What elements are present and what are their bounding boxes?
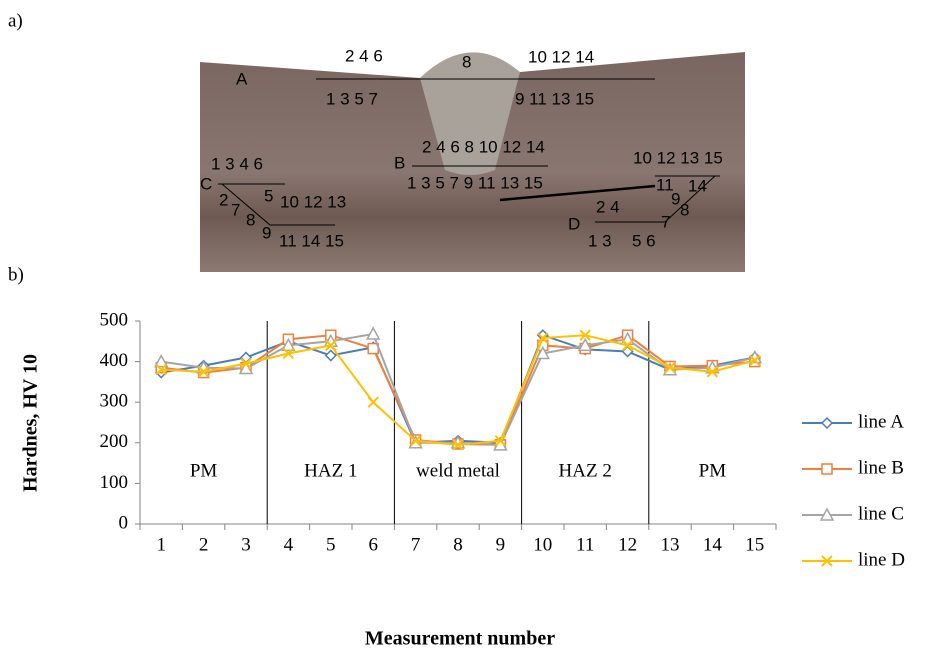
marker	[822, 464, 832, 474]
y-tick-label: 300	[100, 391, 129, 412]
marker	[368, 397, 378, 407]
photo-label: 11 14 15	[279, 231, 344, 250]
region-label: HAZ 1	[304, 460, 357, 481]
photo-label: 2 4	[596, 197, 620, 216]
photo-label: 2	[219, 190, 228, 209]
x-tick-label: 1	[156, 534, 166, 555]
panel-label: b)	[8, 264, 24, 285]
x-tick-label: 15	[745, 534, 764, 555]
x-tick-label: 12	[618, 534, 637, 555]
photo-label: 1 3	[588, 231, 612, 250]
x-tick-label: 11	[576, 534, 594, 555]
photo-label: 7	[661, 212, 670, 231]
x-tick-label: 10	[533, 534, 552, 555]
x-tick-label: 7	[411, 534, 421, 555]
photo-label: 9	[262, 223, 271, 242]
photo-label: 2 4 6 8 10 12 14	[422, 137, 545, 156]
photo-label: C	[200, 174, 212, 193]
photo-label: 7	[231, 200, 240, 219]
x-tick-label: 9	[496, 534, 506, 555]
x-tick-label: 4	[284, 534, 294, 555]
photo-label: 8	[680, 200, 689, 219]
series-line	[161, 335, 755, 445]
photo-label: 1 3 5 7 9 11 13 15	[407, 173, 543, 192]
legend-label: line D	[858, 549, 905, 570]
photo-label: D	[568, 214, 580, 233]
photo-label: 10 12 14	[528, 47, 594, 66]
photo-label: A	[236, 69, 248, 88]
y-tick-label: 0	[119, 512, 129, 533]
photo-label: 14	[688, 176, 707, 195]
photo-label: B	[394, 153, 405, 172]
x-tick-label: 14	[703, 534, 723, 555]
chart: Measurement number Hardnes, HV 10 0 100 20…	[20, 309, 905, 649]
x-tick-label: 3	[241, 534, 251, 555]
x-tick-label: 13	[661, 534, 680, 555]
photo-label: 5 6	[632, 231, 656, 250]
x-tick-label: 6	[368, 534, 378, 555]
marker	[326, 351, 336, 361]
x-tick-label: 8	[453, 534, 463, 555]
series-line	[161, 335, 755, 443]
photo-label: 9 11 13 15	[515, 89, 594, 108]
legend-label: line B	[858, 457, 904, 478]
photo-label: 2 4 6	[345, 46, 383, 65]
y-tick-label: 500	[100, 309, 129, 330]
series-line	[161, 335, 755, 445]
photo-label: 10 12 13 15	[633, 148, 723, 167]
x-tick-label: 2	[199, 534, 209, 555]
region-label: weld metal	[416, 460, 500, 481]
figure: a) b) A2 4 6810 12 141 3 5 79 11 13 15B2…	[0, 0, 947, 662]
marker	[822, 418, 832, 428]
legend-label: line C	[858, 503, 904, 524]
series-line	[161, 334, 755, 445]
panel-label: a)	[8, 10, 23, 31]
region-label: HAZ 2	[559, 460, 612, 481]
y-tick-label: 100	[100, 472, 129, 493]
axis-title-x: Measurement number	[365, 628, 555, 650]
axis-title-y: Hardnes, HV 10	[20, 354, 42, 492]
legend-label: line A	[858, 411, 904, 432]
y-tick-label: 200	[100, 431, 129, 452]
photo-label: 1 3 4 6	[211, 154, 263, 173]
photo-label: 10 12 13	[280, 192, 346, 211]
x-tick-label: 5	[326, 534, 336, 555]
y-tick-label: 400	[100, 350, 129, 371]
photo-label: 5	[264, 186, 273, 205]
photo-label: 8	[246, 210, 255, 229]
photo-label: 1 3 5 7	[326, 89, 378, 108]
region-label: PM	[190, 460, 218, 481]
photo-label: 8	[462, 52, 471, 71]
region-label: PM	[699, 460, 727, 481]
marker	[367, 328, 379, 339]
